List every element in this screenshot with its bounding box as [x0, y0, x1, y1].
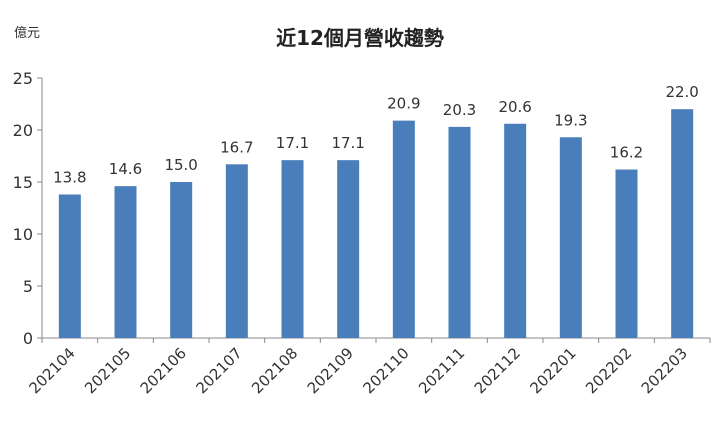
x-tick-label: 202201	[526, 344, 579, 397]
bar	[337, 160, 360, 338]
y-tick-label: 15	[13, 173, 33, 192]
data-label: 16.7	[220, 138, 253, 156]
bar	[281, 160, 304, 338]
bar	[58, 194, 81, 338]
bar	[671, 109, 694, 338]
chart-title: 近12個月營收趨勢	[276, 26, 444, 50]
bar	[170, 182, 193, 338]
bar	[448, 126, 471, 338]
x-tick-label: 202109	[304, 344, 357, 397]
data-label: 14.6	[109, 160, 142, 178]
data-label: 19.3	[554, 111, 587, 129]
x-tick-label: 202108	[248, 344, 301, 397]
x-tick-label: 202104	[25, 344, 78, 397]
y-tick-label: 5	[23, 277, 33, 296]
bar	[114, 186, 137, 338]
bar	[615, 169, 638, 338]
data-label: 16.2	[610, 144, 643, 162]
data-label: 13.8	[53, 168, 86, 186]
x-tick-label: 202203	[638, 344, 691, 397]
bar	[225, 164, 248, 338]
bar	[559, 137, 582, 338]
x-tick-label: 202105	[81, 344, 134, 397]
x-tick-label: 202107	[192, 344, 245, 397]
data-label: 20.6	[498, 98, 531, 116]
bar	[392, 120, 415, 338]
y-tick-label: 10	[13, 225, 33, 244]
x-tick-label: 202202	[582, 344, 635, 397]
x-tick-label: 202110	[359, 344, 412, 397]
data-label: 20.9	[387, 95, 420, 113]
y-tick-label: 20	[13, 121, 33, 140]
y-tick-label: 25	[13, 69, 33, 88]
y-axis-unit-label: 億元	[14, 26, 41, 41]
data-label: 15.0	[164, 156, 197, 174]
data-label: 20.3	[443, 101, 476, 119]
y-tick-label: 0	[23, 329, 33, 348]
data-label: 17.1	[331, 134, 364, 152]
data-label: 17.1	[276, 134, 309, 152]
data-label: 22.0	[665, 83, 698, 101]
x-tick-label: 202106	[137, 344, 190, 397]
bar	[504, 123, 527, 338]
x-tick-label: 202112	[471, 344, 524, 397]
x-tick-label: 202111	[415, 344, 468, 397]
